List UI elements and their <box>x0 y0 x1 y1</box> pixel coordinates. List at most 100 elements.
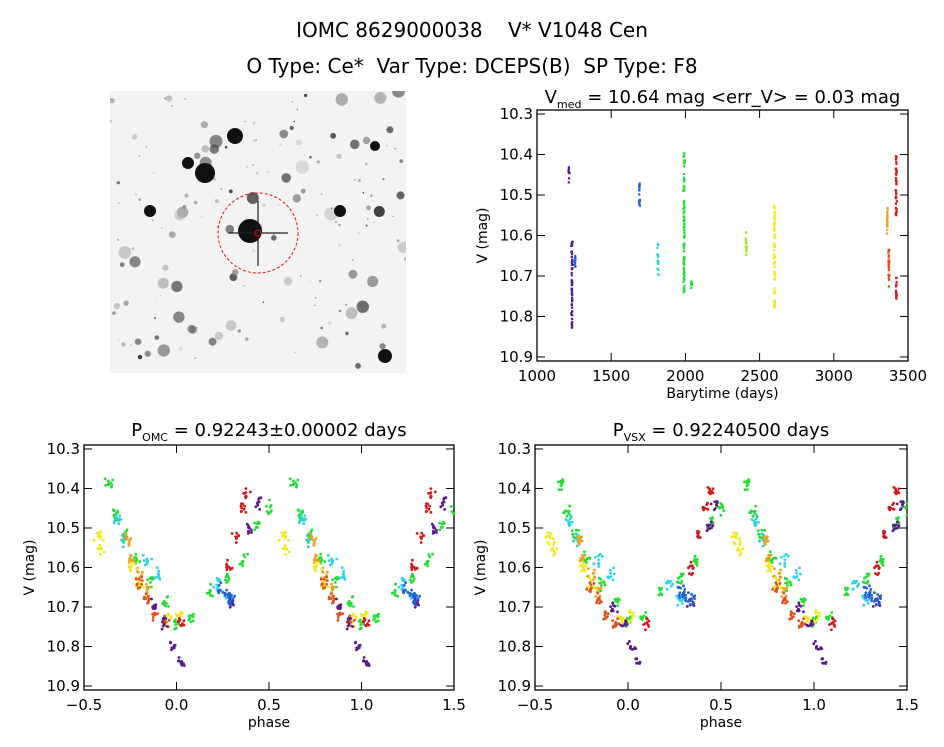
data-point <box>895 207 898 210</box>
data-point <box>570 304 573 307</box>
field-star <box>121 342 126 347</box>
data-point <box>676 603 680 607</box>
data-point <box>794 569 798 572</box>
data-point <box>174 626 178 630</box>
data-point <box>657 262 660 265</box>
field-star <box>271 235 277 241</box>
data-point <box>783 565 787 568</box>
data-point <box>657 256 660 259</box>
data-point <box>684 599 688 603</box>
data-point <box>568 517 572 521</box>
data-point <box>732 534 735 538</box>
data-point <box>208 588 212 592</box>
data-point <box>608 569 612 572</box>
data-point <box>283 534 287 538</box>
data-point <box>140 583 144 586</box>
field-star <box>345 331 349 336</box>
data-point <box>895 181 898 184</box>
data-point <box>116 516 119 520</box>
data-point <box>695 560 699 564</box>
field-star <box>366 205 371 211</box>
data-point <box>429 511 433 514</box>
data-point <box>862 603 866 607</box>
data-point <box>886 208 889 211</box>
data-point <box>570 529 574 533</box>
data-point <box>707 524 710 528</box>
data-point <box>866 579 870 583</box>
data-point <box>127 541 131 544</box>
data-point <box>878 602 881 606</box>
x-tick-label: 1.0 <box>802 696 826 714</box>
x-tick-label: 1.5 <box>895 696 919 714</box>
x-tick-label: 1.5 <box>442 696 466 714</box>
data-point <box>553 540 556 544</box>
field-star <box>300 275 302 277</box>
field-star <box>168 231 176 239</box>
data-series <box>122 532 337 600</box>
field-star <box>174 209 185 221</box>
data-point <box>881 563 885 567</box>
data-point <box>762 539 766 543</box>
field-star <box>295 139 302 146</box>
data-point <box>833 625 837 628</box>
data-point <box>846 586 850 590</box>
data-point <box>683 272 686 275</box>
data-point <box>772 585 775 589</box>
data-series <box>772 204 777 309</box>
data-point <box>178 618 182 622</box>
data-point <box>336 616 340 619</box>
data-point <box>441 503 445 507</box>
data-point <box>789 613 793 617</box>
field-star <box>316 214 318 217</box>
field-star <box>200 216 203 218</box>
data-point <box>150 597 153 601</box>
data-point <box>190 614 194 617</box>
data-point <box>647 619 651 623</box>
data-point <box>320 582 324 586</box>
data-point <box>113 516 117 520</box>
data-point <box>614 624 618 628</box>
data-point <box>644 611 648 614</box>
data-point <box>571 290 574 293</box>
data-point <box>582 567 585 571</box>
y-tick-label: 10.9 <box>498 677 531 695</box>
data-point <box>773 265 776 268</box>
data-point <box>358 643 362 647</box>
data-point <box>99 530 102 533</box>
data-point <box>683 215 686 218</box>
field-star <box>294 351 296 354</box>
field-star <box>112 311 116 315</box>
data-series <box>690 280 693 289</box>
data-point <box>831 617 835 621</box>
data-point <box>226 558 229 562</box>
field-star <box>110 97 115 104</box>
field-star <box>209 144 220 154</box>
data-point <box>774 274 777 278</box>
data-point <box>425 506 429 510</box>
data-point <box>606 575 610 579</box>
data-point <box>695 558 699 561</box>
data-point <box>797 608 800 612</box>
data-point <box>682 212 685 215</box>
data-point <box>268 498 271 502</box>
data-point <box>335 557 339 561</box>
data-point <box>760 528 764 532</box>
x-tick-label: 3000 <box>815 367 853 385</box>
data-point <box>234 537 238 540</box>
field-star <box>119 262 125 268</box>
data-point <box>631 611 635 615</box>
data-point <box>296 478 300 482</box>
data-point <box>887 259 890 262</box>
data-point <box>439 525 443 529</box>
data-point <box>693 554 697 558</box>
data-point <box>170 648 173 652</box>
data-point <box>781 601 784 605</box>
data-point <box>146 559 150 562</box>
data-point <box>593 575 597 579</box>
data-point <box>176 659 180 663</box>
data-point <box>419 541 423 544</box>
data-point <box>763 528 766 532</box>
data-point <box>685 605 689 608</box>
data-point <box>269 504 273 507</box>
data-point <box>128 558 131 562</box>
